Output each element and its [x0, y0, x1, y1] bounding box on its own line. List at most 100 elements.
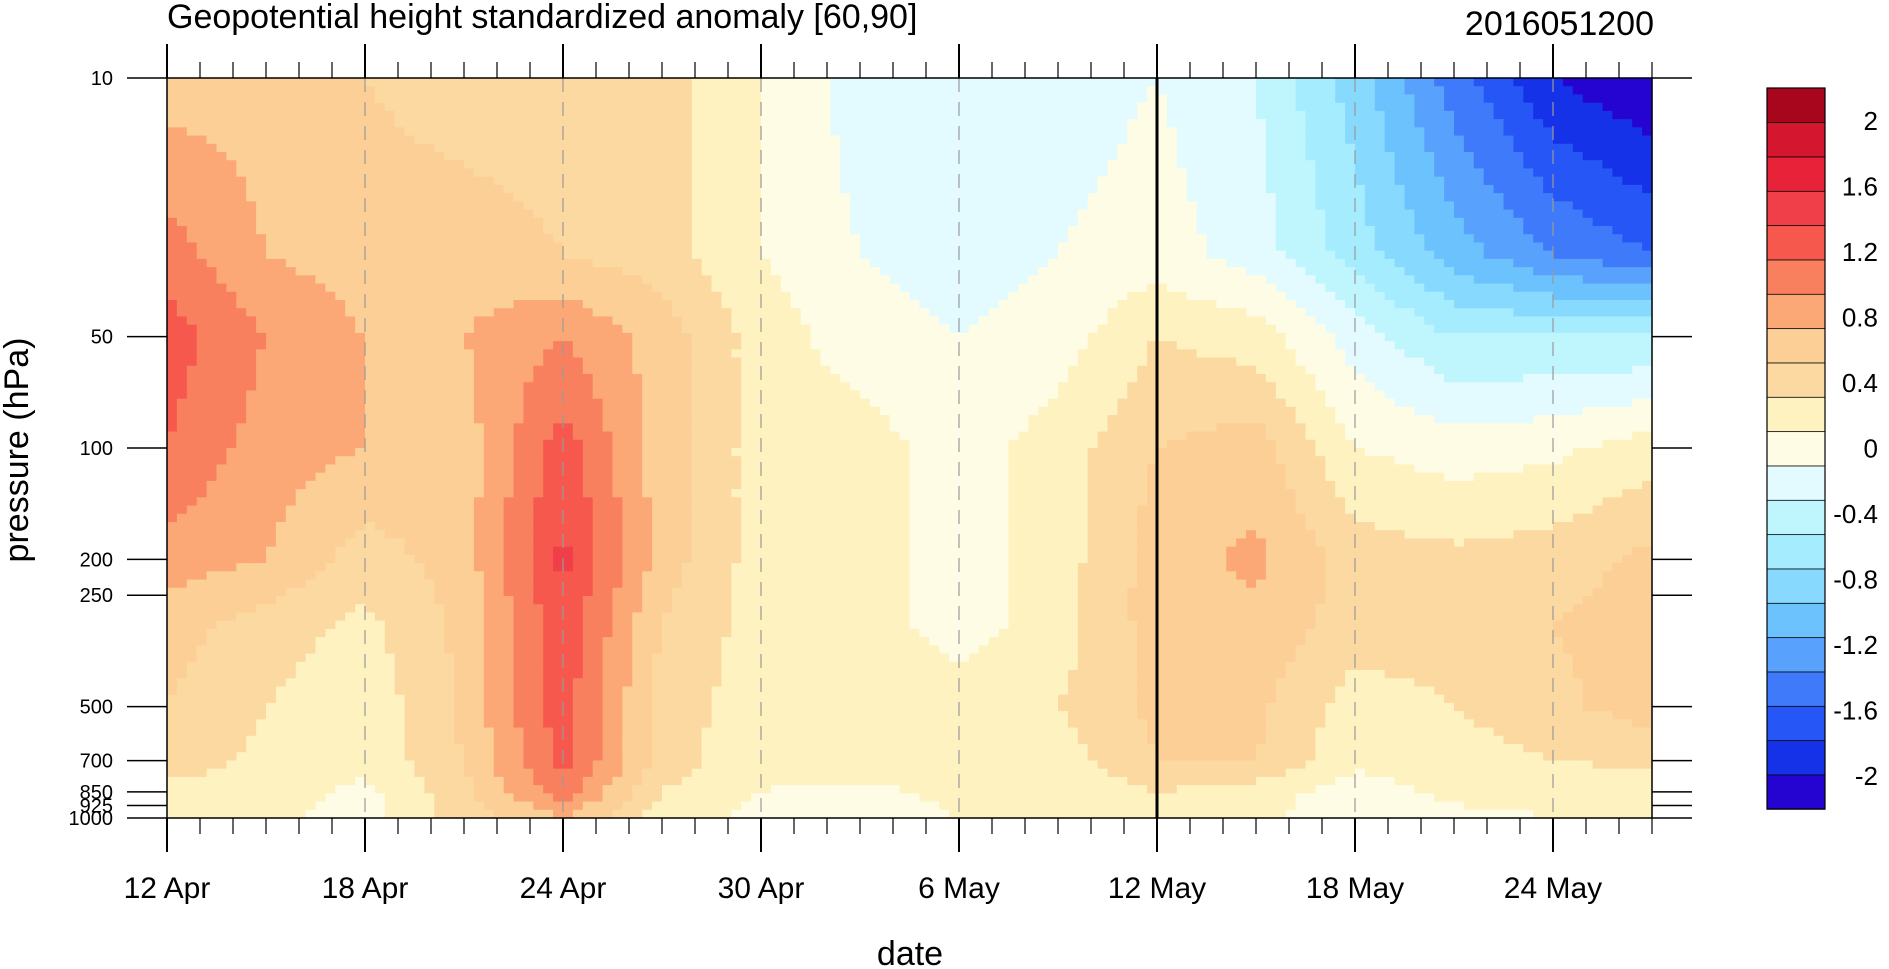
- anomaly-cell: [483, 217, 495, 227]
- anomaly-cell: [216, 316, 227, 326]
- anomaly-cell: [652, 258, 663, 268]
- anomaly-cell: [424, 300, 435, 309]
- anomaly-cell: [820, 176, 831, 186]
- anomaly-cell: [1612, 78, 1623, 87]
- anomaly-cell: [1374, 127, 1386, 137]
- anomaly-cell: [602, 78, 614, 87]
- anomaly-cell: [1028, 127, 1039, 137]
- anomaly-cell: [1236, 324, 1247, 334]
- anomaly-cell: [256, 119, 267, 128]
- anomaly-cell: [1612, 110, 1623, 120]
- anomaly-cell: [167, 201, 178, 211]
- anomaly-cell: [1622, 283, 1633, 293]
- anomaly-cell: [206, 143, 218, 153]
- anomaly-cell: [186, 308, 198, 318]
- anomaly-cell: [355, 184, 366, 194]
- anomaly-cell: [929, 119, 940, 128]
- anomaly-cell: [1582, 217, 1594, 227]
- anomaly-cell: [1483, 78, 1495, 87]
- anomaly-cell: [968, 110, 980, 120]
- anomaly-cell: [1602, 332, 1613, 342]
- anomaly-cell: [1157, 119, 1168, 128]
- anomaly-cell: [1315, 242, 1326, 252]
- anomaly-cell: [1265, 152, 1277, 161]
- anomaly-cell: [1305, 209, 1316, 219]
- anomaly-cell: [1543, 226, 1554, 235]
- anomaly-cell: [305, 258, 317, 268]
- anomaly-cell: [1642, 176, 1653, 186]
- anomaly-cell: [1265, 193, 1277, 202]
- anomaly-cell: [355, 143, 366, 153]
- anomaly-cell: [1592, 234, 1604, 244]
- anomaly-cell: [394, 86, 406, 96]
- anomaly-cell: [315, 94, 326, 104]
- anomaly-cell: [275, 127, 287, 137]
- anomaly-cell: [464, 324, 475, 334]
- anomaly-cell: [1345, 209, 1356, 219]
- anomaly-cell: [1434, 275, 1445, 285]
- anomaly-cell: [1503, 193, 1514, 202]
- anomaly-cell: [998, 316, 1010, 326]
- anomaly-cell: [929, 332, 940, 342]
- anomaly-cell: [226, 168, 237, 178]
- anomaly-cell: [503, 258, 515, 268]
- anomaly-cell: [701, 234, 713, 244]
- anomaly-cell: [1582, 291, 1594, 301]
- anomaly-cell: [266, 102, 277, 112]
- anomaly-cell: [879, 168, 891, 178]
- anomaly-cell: [1048, 291, 1059, 301]
- anomaly-cell: [731, 283, 742, 293]
- anomaly-cell: [196, 283, 208, 293]
- anomaly-cell: [513, 168, 524, 178]
- anomaly-cell: [1226, 217, 1237, 227]
- anomaly-cell: [335, 242, 346, 252]
- anomaly-cell: [1196, 267, 1208, 276]
- anomaly-cell: [1454, 143, 1465, 153]
- anomaly-cell: [751, 184, 762, 194]
- anomaly-cell: [1325, 184, 1336, 194]
- anomaly-cell: [384, 184, 396, 194]
- anomaly-cell: [1107, 283, 1118, 293]
- anomaly-cell: [295, 94, 307, 104]
- anomaly-cell: [790, 308, 802, 318]
- anomaly-cell: [1067, 110, 1079, 120]
- anomaly-cell: [1186, 226, 1198, 235]
- anomaly-cell: [1048, 283, 1059, 293]
- anomaly-cell: [731, 168, 742, 178]
- anomaly-cell: [246, 110, 257, 120]
- anomaly-cell: [1642, 102, 1653, 112]
- anomaly-cell: [1364, 184, 1376, 194]
- anomaly-cell: [869, 102, 881, 112]
- anomaly-cell: [167, 267, 178, 276]
- anomaly-cell: [1127, 86, 1138, 96]
- anomaly-cell: [681, 258, 693, 268]
- anomaly-cell: [840, 291, 851, 301]
- anomaly-cell: [325, 201, 336, 211]
- anomaly-cell: [1077, 324, 1089, 334]
- anomaly-cell: [236, 300, 247, 309]
- anomaly-cell: [1176, 341, 1188, 350]
- anomaly-cell: [434, 349, 445, 359]
- anomaly-cell: [1157, 143, 1168, 153]
- anomaly-cell: [434, 86, 445, 96]
- anomaly-cell: [1622, 267, 1633, 276]
- anomaly-cell: [721, 193, 732, 202]
- anomaly-cell: [1503, 217, 1514, 227]
- anomaly-cell: [810, 226, 821, 235]
- anomaly-cell: [404, 349, 416, 359]
- anomaly-cell: [285, 226, 297, 235]
- anomaly-cell: [434, 102, 445, 112]
- anomaly-cell: [1473, 242, 1485, 252]
- anomaly-cell: [1018, 234, 1029, 244]
- anomaly-cell: [315, 102, 326, 112]
- anomaly-cell: [434, 275, 445, 285]
- anomaly-cell: [800, 176, 812, 186]
- anomaly-cell: [1157, 234, 1168, 244]
- anomaly-cell: [1483, 135, 1495, 145]
- anomaly-cell: [1275, 209, 1287, 219]
- anomaly-cell: [523, 119, 534, 128]
- anomaly-cell: [652, 332, 663, 342]
- anomaly-cell: [355, 349, 366, 359]
- anomaly-cell: [325, 226, 336, 235]
- anomaly-cell: [345, 102, 356, 112]
